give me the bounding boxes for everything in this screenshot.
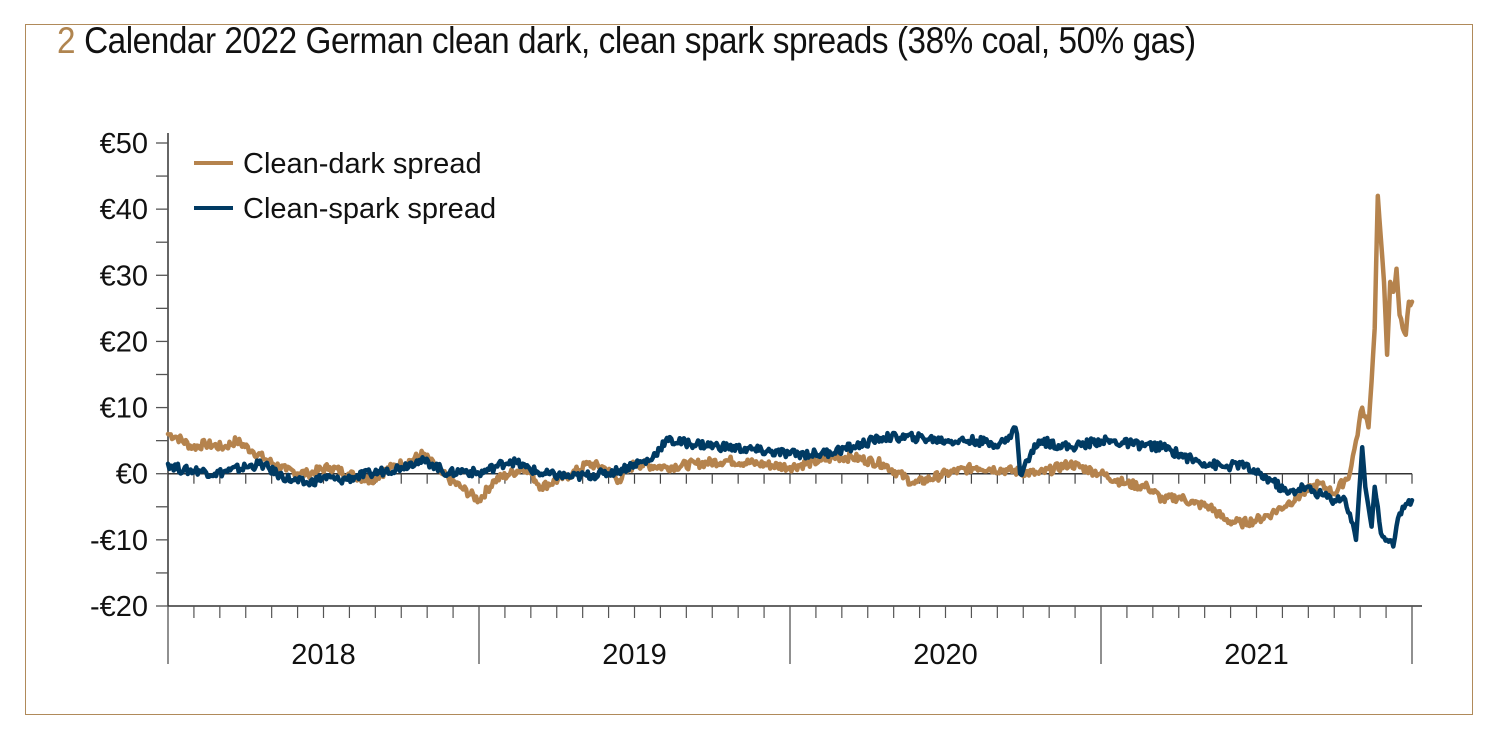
x-tick-label: 2018 (291, 639, 356, 671)
chart-title: 2 Calendar 2022 German clean dark, clean … (57, 20, 1196, 62)
figure-frame (25, 24, 1473, 715)
y-axis: -€20 -€10 €0 €10 €20 €30 €40 €50 (90, 128, 169, 623)
legend-label-clean-dark: Clean-dark spread (243, 148, 482, 180)
x-tick-label: 2019 (602, 639, 667, 671)
y-tick-label: €10 (100, 393, 148, 425)
x-axis: 2018 2019 2020 2021 (167, 472, 1422, 671)
series-layer (165, 193, 1415, 549)
y-tick-label: €30 (100, 260, 148, 292)
y-tick-label: -€10 (90, 525, 148, 557)
series-line-clean-spark (165, 425, 1415, 549)
y-tick-label: €50 (100, 128, 148, 160)
figure-number: 2 (57, 20, 76, 61)
x-tick-label: 2021 (1224, 639, 1289, 671)
x-tick-label: 2020 (913, 639, 978, 671)
y-tick-label: €20 (100, 326, 148, 358)
y-tick-label: -€20 (90, 591, 148, 623)
legend: Clean-dark spread Clean-spark spread (194, 148, 496, 225)
figure-title-text: Calendar 2022 German clean dark, clean s… (84, 20, 1196, 61)
y-tick-label: €40 (100, 194, 148, 226)
legend-label-clean-spark: Clean-spark spread (243, 193, 496, 225)
series-line-clean-dark (165, 193, 1415, 530)
y-tick-label: €0 (116, 459, 148, 491)
